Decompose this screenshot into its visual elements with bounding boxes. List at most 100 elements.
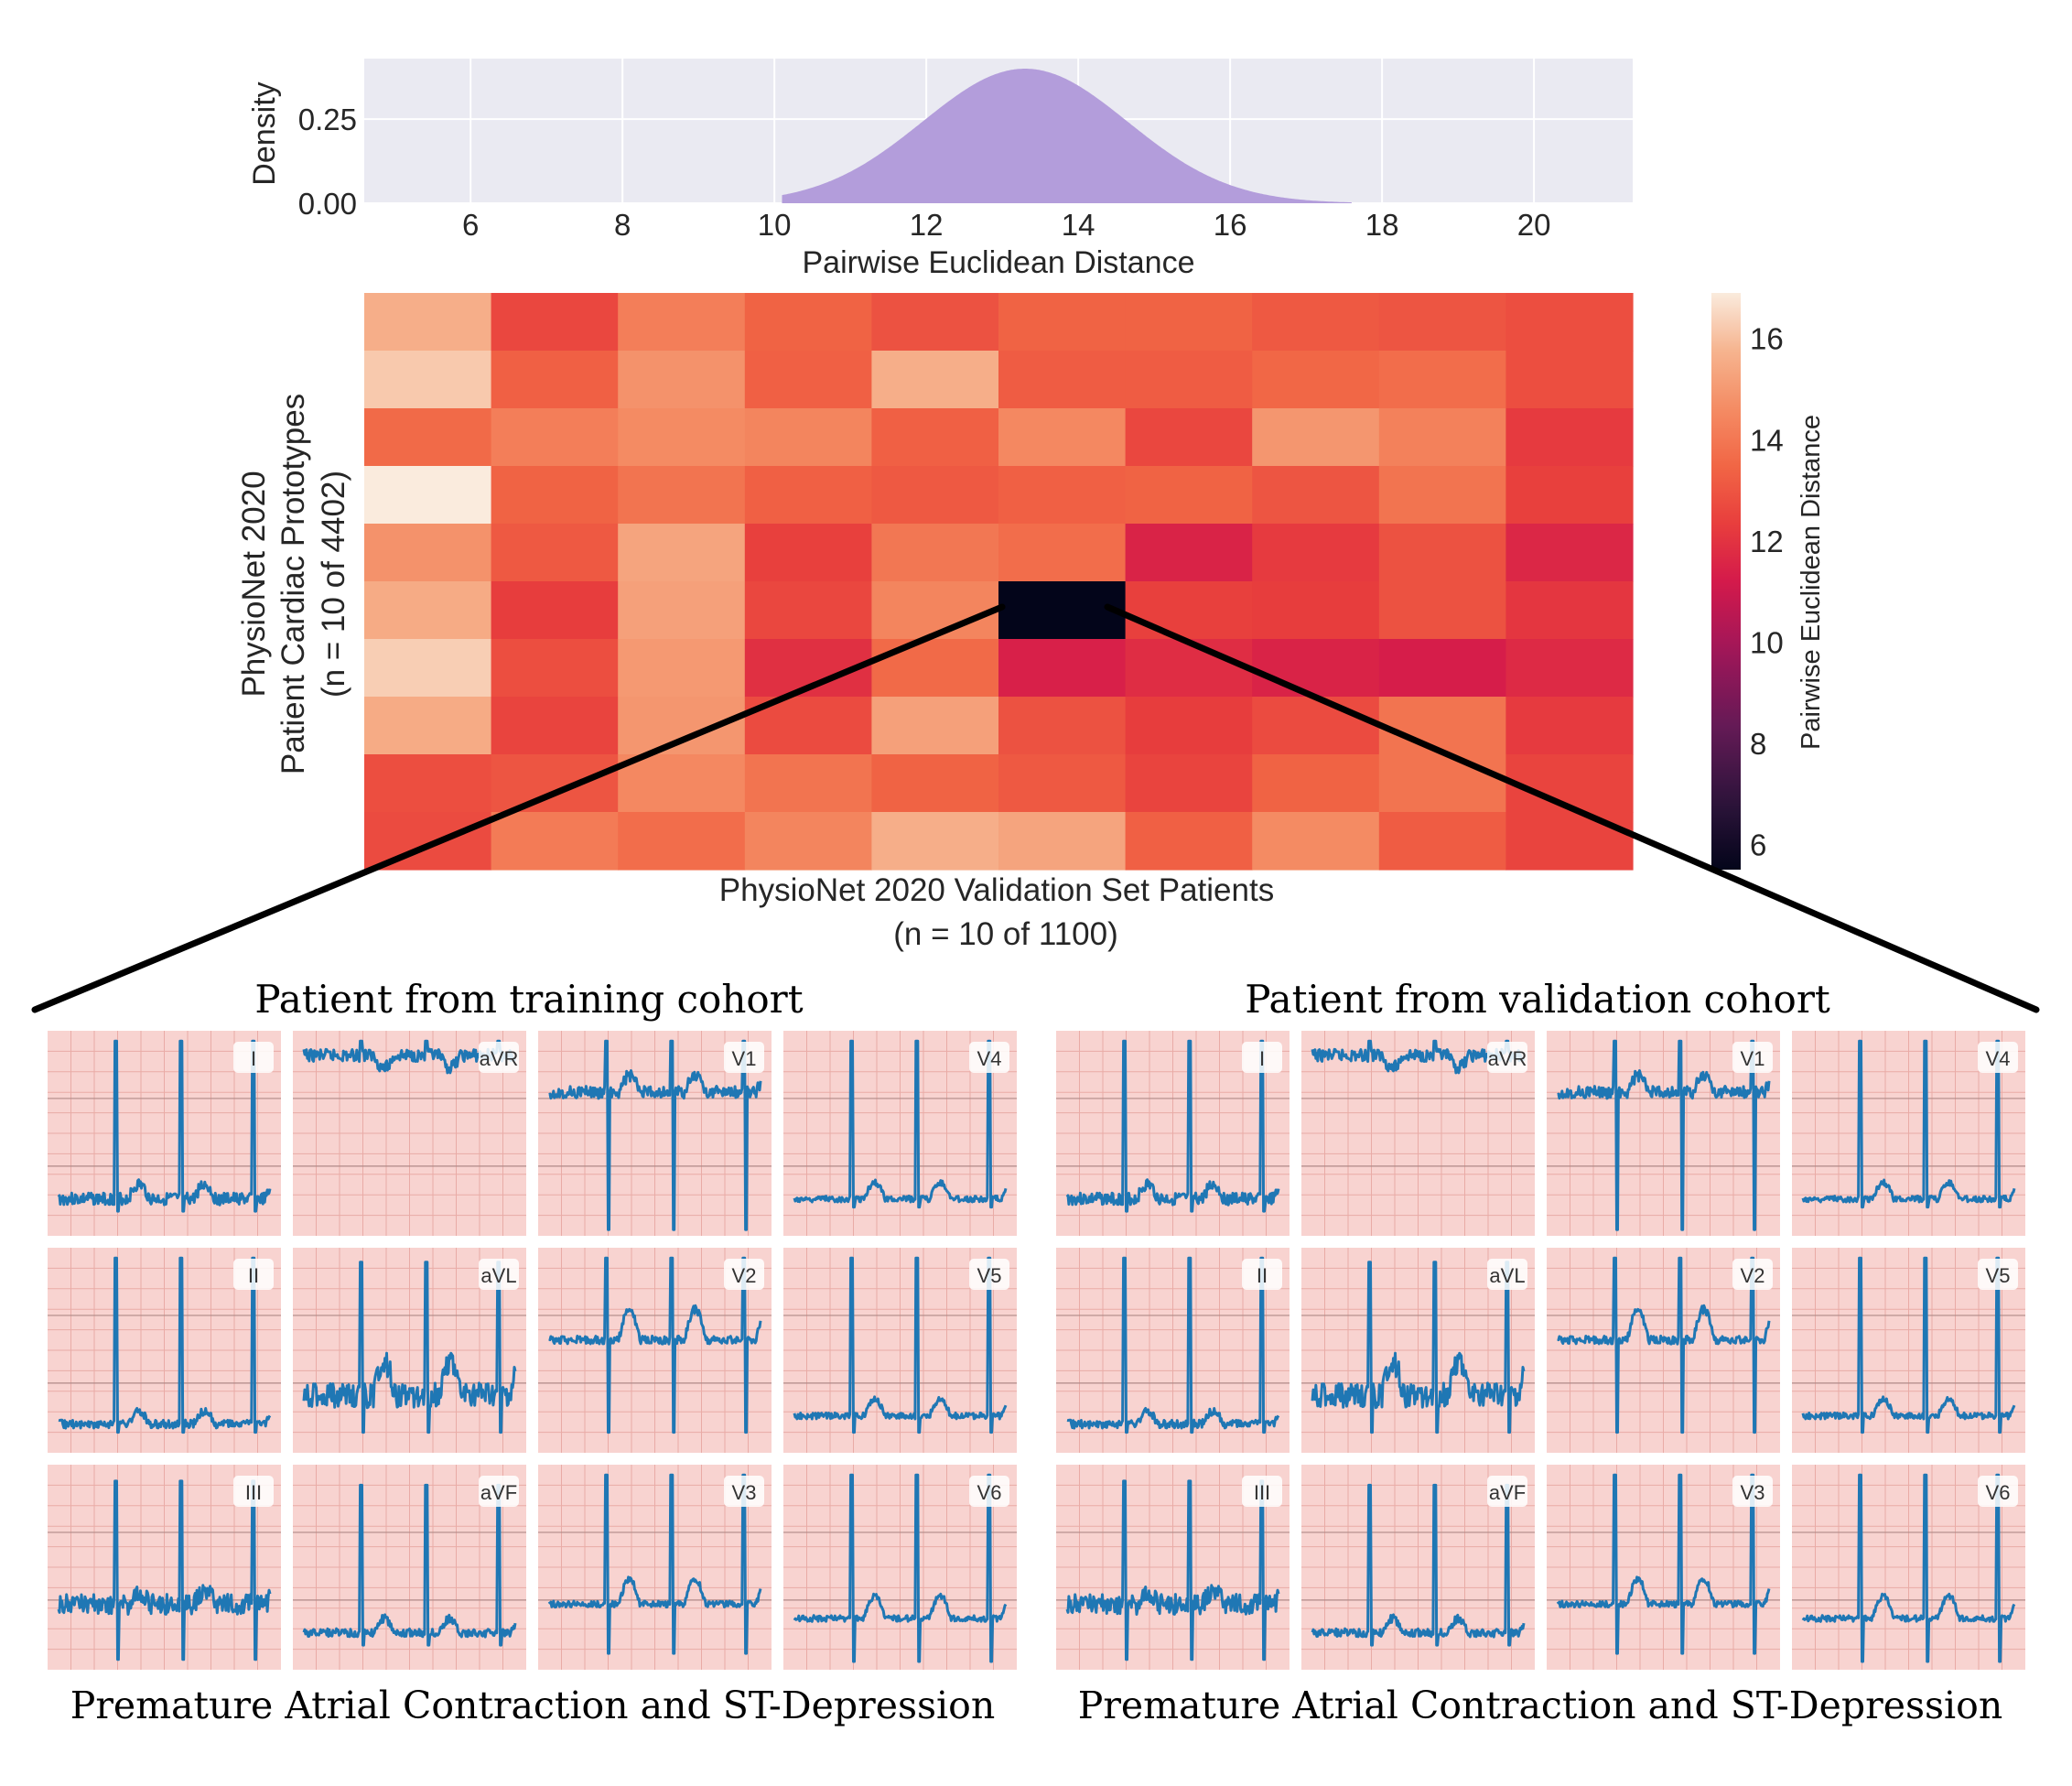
heatmap-cell [618,754,746,813]
colorbar-label: Pairwise Euclidean Distance [1797,415,1826,750]
heatmap-cell [364,639,492,698]
heatmap-cell [1378,293,1506,352]
heatmap-cell [998,524,1127,582]
colorbar-gradient [1711,293,1741,870]
lead-label: V3 [1741,1481,1765,1504]
heatmap-cell [364,697,492,755]
colorbar-tick: 6 [1750,828,1766,861]
density-y-ticks: 0.00 0.25 [298,103,357,221]
heatmap-cell [1378,408,1506,467]
lead-label: V1 [732,1047,757,1070]
density-x-tick: 10 [758,208,792,242]
heatmap-cell [1125,351,1253,409]
zoom-callout [31,603,2040,1013]
heatmap-cell [871,697,999,755]
heatmap-cell [1125,581,1253,640]
heatmap-cell [364,581,492,640]
lead-label-box [233,1042,274,1073]
heatmap-cell [1505,351,1634,409]
callout-line-left [31,603,1006,1013]
ecg-panel-V3: V3 [1547,1465,1780,1670]
heatmap-y-label-line2: Patient Cardiac Prototypes [275,394,311,774]
heatmap-cell [1378,524,1506,582]
lead-label: II [1257,1264,1268,1287]
heatmap-cell [364,293,492,352]
ecg-panel-V2: V2 [538,1248,772,1453]
heatmap-cell [1125,812,1253,871]
ecg-trace-V1 [1557,1039,1771,1231]
heatmap-cell [618,293,746,352]
heatmap-cell [998,351,1127,409]
ecg-panel-I: I [48,1031,281,1236]
ecg-panel-aVR: aVR [1301,1031,1535,1236]
heatmap-cell [1252,639,1380,698]
heatmap-cell [871,524,999,582]
lead-label: aVF [1489,1481,1526,1504]
heatmap-cell [871,639,999,698]
lead-label-box [1978,1042,2018,1073]
lead-label: V6 [1986,1481,2011,1504]
ecg-panel-aVL: aVL [293,1248,526,1453]
heatmap-cell [618,812,746,871]
heatmap-cell [871,581,999,640]
heatmap-cell [871,351,999,409]
heatmap-cells [364,293,1634,871]
colorbar-tick: 10 [1750,625,1784,659]
heatmap-cell [364,754,492,813]
lead-label-box [724,1042,764,1073]
heatmap-cell [1505,408,1634,467]
lead-label: V4 [1986,1047,2011,1070]
ecg-panel-V6: V6 [1792,1465,2025,1670]
validation-cohort-caption: Premature Atrial Contraction and ST-Depr… [1078,1683,2003,1727]
lead-label: aVR [1488,1047,1527,1070]
heatmap-x-label-line2: (n = 10 of 1100) [893,916,1118,952]
heatmap-cell [998,697,1127,755]
lead-label: V1 [1741,1047,1765,1070]
ecg-panel-aVL: aVL [1301,1248,1535,1453]
ecg-trace-II [58,1256,272,1434]
density-x-tick: 12 [910,208,944,242]
heatmap-cell [364,351,492,409]
heatmap-cell [998,581,1127,640]
heatmap-cell [998,754,1127,813]
validation-cohort-title: Patient from validation cohort [1245,977,1830,1022]
heatmap-cell [871,812,999,871]
heatmap-cell [491,697,619,755]
ecg-trace-aVL [302,1261,517,1434]
density-x-tick: 8 [614,208,631,242]
heatmap-cell [1505,524,1634,582]
density-x-label: Pairwise Euclidean Distance [803,245,1195,280]
heatmap-cell [618,408,746,467]
ecg-panel-V6: V6 [783,1465,1017,1670]
density-y-label: Density [247,81,282,185]
lead-label: III [1254,1481,1270,1504]
heatmap-cell [618,466,746,525]
ecg-trace-V4 [793,1039,1008,1209]
ecg-panel-V5: V5 [783,1248,1017,1453]
density-y-tick: 0.00 [298,187,357,221]
heatmap-cell [1378,639,1506,698]
ecg-trace-V6 [793,1473,1008,1663]
heatmap-cell [998,812,1127,871]
ecg-trace-aVF [1311,1483,1526,1647]
ecg-trace-V3 [547,1473,762,1655]
heatmap-cell [744,812,872,871]
heatmap-cell [871,408,999,467]
heatmap-cell [744,293,872,352]
lead-label: aVL [1489,1264,1525,1287]
heatmap-cell [744,408,872,467]
lead-label-box [969,1259,1009,1290]
ecg-panel-V1: V1 [538,1031,772,1236]
lead-label-box [1242,1259,1282,1290]
heatmap-cell [744,581,872,640]
colorbar-tick: 14 [1750,423,1784,457]
ecg-trace-V1 [548,1039,762,1231]
heatmap-cell [1252,524,1380,582]
heatmap-cell [1125,754,1253,813]
heatmap-cell [998,408,1127,467]
lead-label: V6 [977,1481,1002,1504]
heatmap-cell [364,408,492,467]
ecg-panel-III: III [1056,1465,1290,1670]
colorbar-tick: 8 [1750,727,1766,761]
